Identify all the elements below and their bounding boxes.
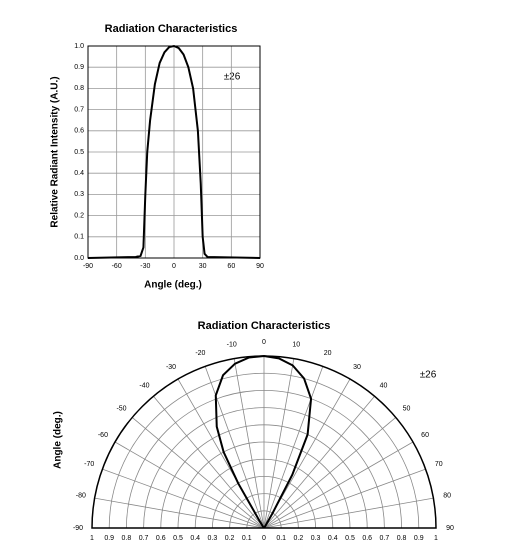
theta-tick-label: 30: [353, 364, 361, 371]
r-tick-label: 0.3: [311, 535, 321, 540]
grid-spoke: [263, 417, 397, 529]
r-tick-label: 0.9: [104, 535, 114, 540]
y-axis-label: Angle (deg.): [53, 411, 64, 469]
r-tick-label: 0.5: [173, 535, 183, 540]
r-tick-label: 0.9: [414, 535, 424, 540]
theta-tick-label: 20: [324, 350, 332, 357]
r-tick-label: 0.5: [345, 535, 355, 540]
r-tick-label: 0.2: [294, 535, 304, 540]
theta-tick-label: 60: [421, 432, 429, 439]
x-tick-label: 60: [227, 263, 235, 270]
theta-tick-label: 50: [403, 405, 411, 412]
grid-spoke: [263, 441, 414, 529]
r-tick-label: 0.6: [362, 535, 372, 540]
r-tick-label: 0.8: [122, 535, 132, 540]
chart-title: Radiation Characteristics: [105, 23, 238, 35]
theta-tick-label: -10: [227, 342, 237, 349]
grid-spoke: [263, 497, 434, 529]
x-tick-label: -30: [140, 263, 150, 270]
r-tick-label: 1: [434, 535, 438, 540]
theta-tick-label: 80: [443, 493, 451, 500]
annotation: ±26: [224, 72, 241, 83]
grid-spoke: [233, 358, 265, 529]
grid-spoke: [204, 366, 265, 529]
y-tick-label: 0.0: [74, 255, 84, 262]
r-tick-label: 0.7: [380, 535, 390, 540]
theta-tick-label: -30: [166, 364, 176, 371]
y-tick-label: 0.7: [74, 106, 84, 113]
r-tick-label: 0.6: [156, 535, 166, 540]
theta-tick-label: -80: [76, 493, 86, 500]
theta-tick-label: 10: [292, 342, 300, 349]
y-tick-label: 0.3: [74, 191, 84, 198]
y-tick-label: 0.4: [74, 170, 84, 177]
r-tick-label: 0.7: [139, 535, 149, 540]
grid-spoke: [131, 417, 265, 529]
y-tick-label: 0.6: [74, 128, 84, 135]
x-tick-label: 0: [172, 263, 176, 270]
polar-line: [214, 354, 313, 529]
theta-tick-label: 0: [262, 339, 266, 346]
x-tick-label: -60: [112, 263, 122, 270]
r-tick-label: 0.8: [397, 535, 407, 540]
x-tick-label: 30: [199, 263, 207, 270]
y-tick-label: 0.1: [74, 234, 84, 241]
theta-tick-label: -70: [84, 461, 94, 468]
r-tick-label: 0.1: [242, 535, 252, 540]
grid-spoke: [263, 358, 295, 529]
theta-tick-label: -60: [98, 432, 108, 439]
y-tick-label: 0.9: [74, 64, 84, 71]
r-tick-label: 0.4: [328, 535, 338, 540]
theta-tick-label: -20: [195, 350, 205, 357]
line: [87, 44, 261, 259]
x-axis-label: Angle (deg.): [144, 280, 202, 291]
theta-tick-label: -40: [139, 382, 149, 389]
grid-spoke: [153, 395, 265, 529]
r-tick-label: 0.3: [208, 535, 218, 540]
x-tick-label: 90: [256, 263, 264, 270]
grid-spoke: [263, 468, 426, 529]
r-tick-label: 0.2: [225, 535, 235, 540]
r-tick-label: 0.1: [276, 535, 286, 540]
r-tick-label: 0.4: [190, 535, 200, 540]
theta-tick-label: 90: [446, 525, 454, 532]
r-tick-label: 0: [262, 535, 266, 540]
grid-spoke: [114, 441, 265, 529]
x-tick-label: -90: [83, 263, 93, 270]
y-tick-label: 0.5: [74, 149, 84, 156]
chart-title: Radiation Characteristics: [198, 320, 331, 332]
y-tick-label: 0.2: [74, 212, 84, 219]
annotation: ±26: [420, 370, 437, 381]
y-tick-label: 0.8: [74, 85, 84, 92]
y-axis-label: Relative Radiant Intensity (A.U.): [50, 76, 61, 227]
y-tick-label: 1.0: [74, 43, 84, 50]
grid-spoke: [263, 366, 324, 529]
grid-spoke: [263, 395, 375, 529]
grid-spoke: [102, 468, 265, 529]
theta-tick-label: -90: [73, 525, 83, 532]
theta-tick-label: 70: [435, 461, 443, 468]
theta-tick-label: 40: [380, 382, 388, 389]
theta-tick-label: -50: [116, 405, 126, 412]
r-tick-label: 1: [90, 535, 94, 540]
grid-spoke: [94, 497, 265, 529]
